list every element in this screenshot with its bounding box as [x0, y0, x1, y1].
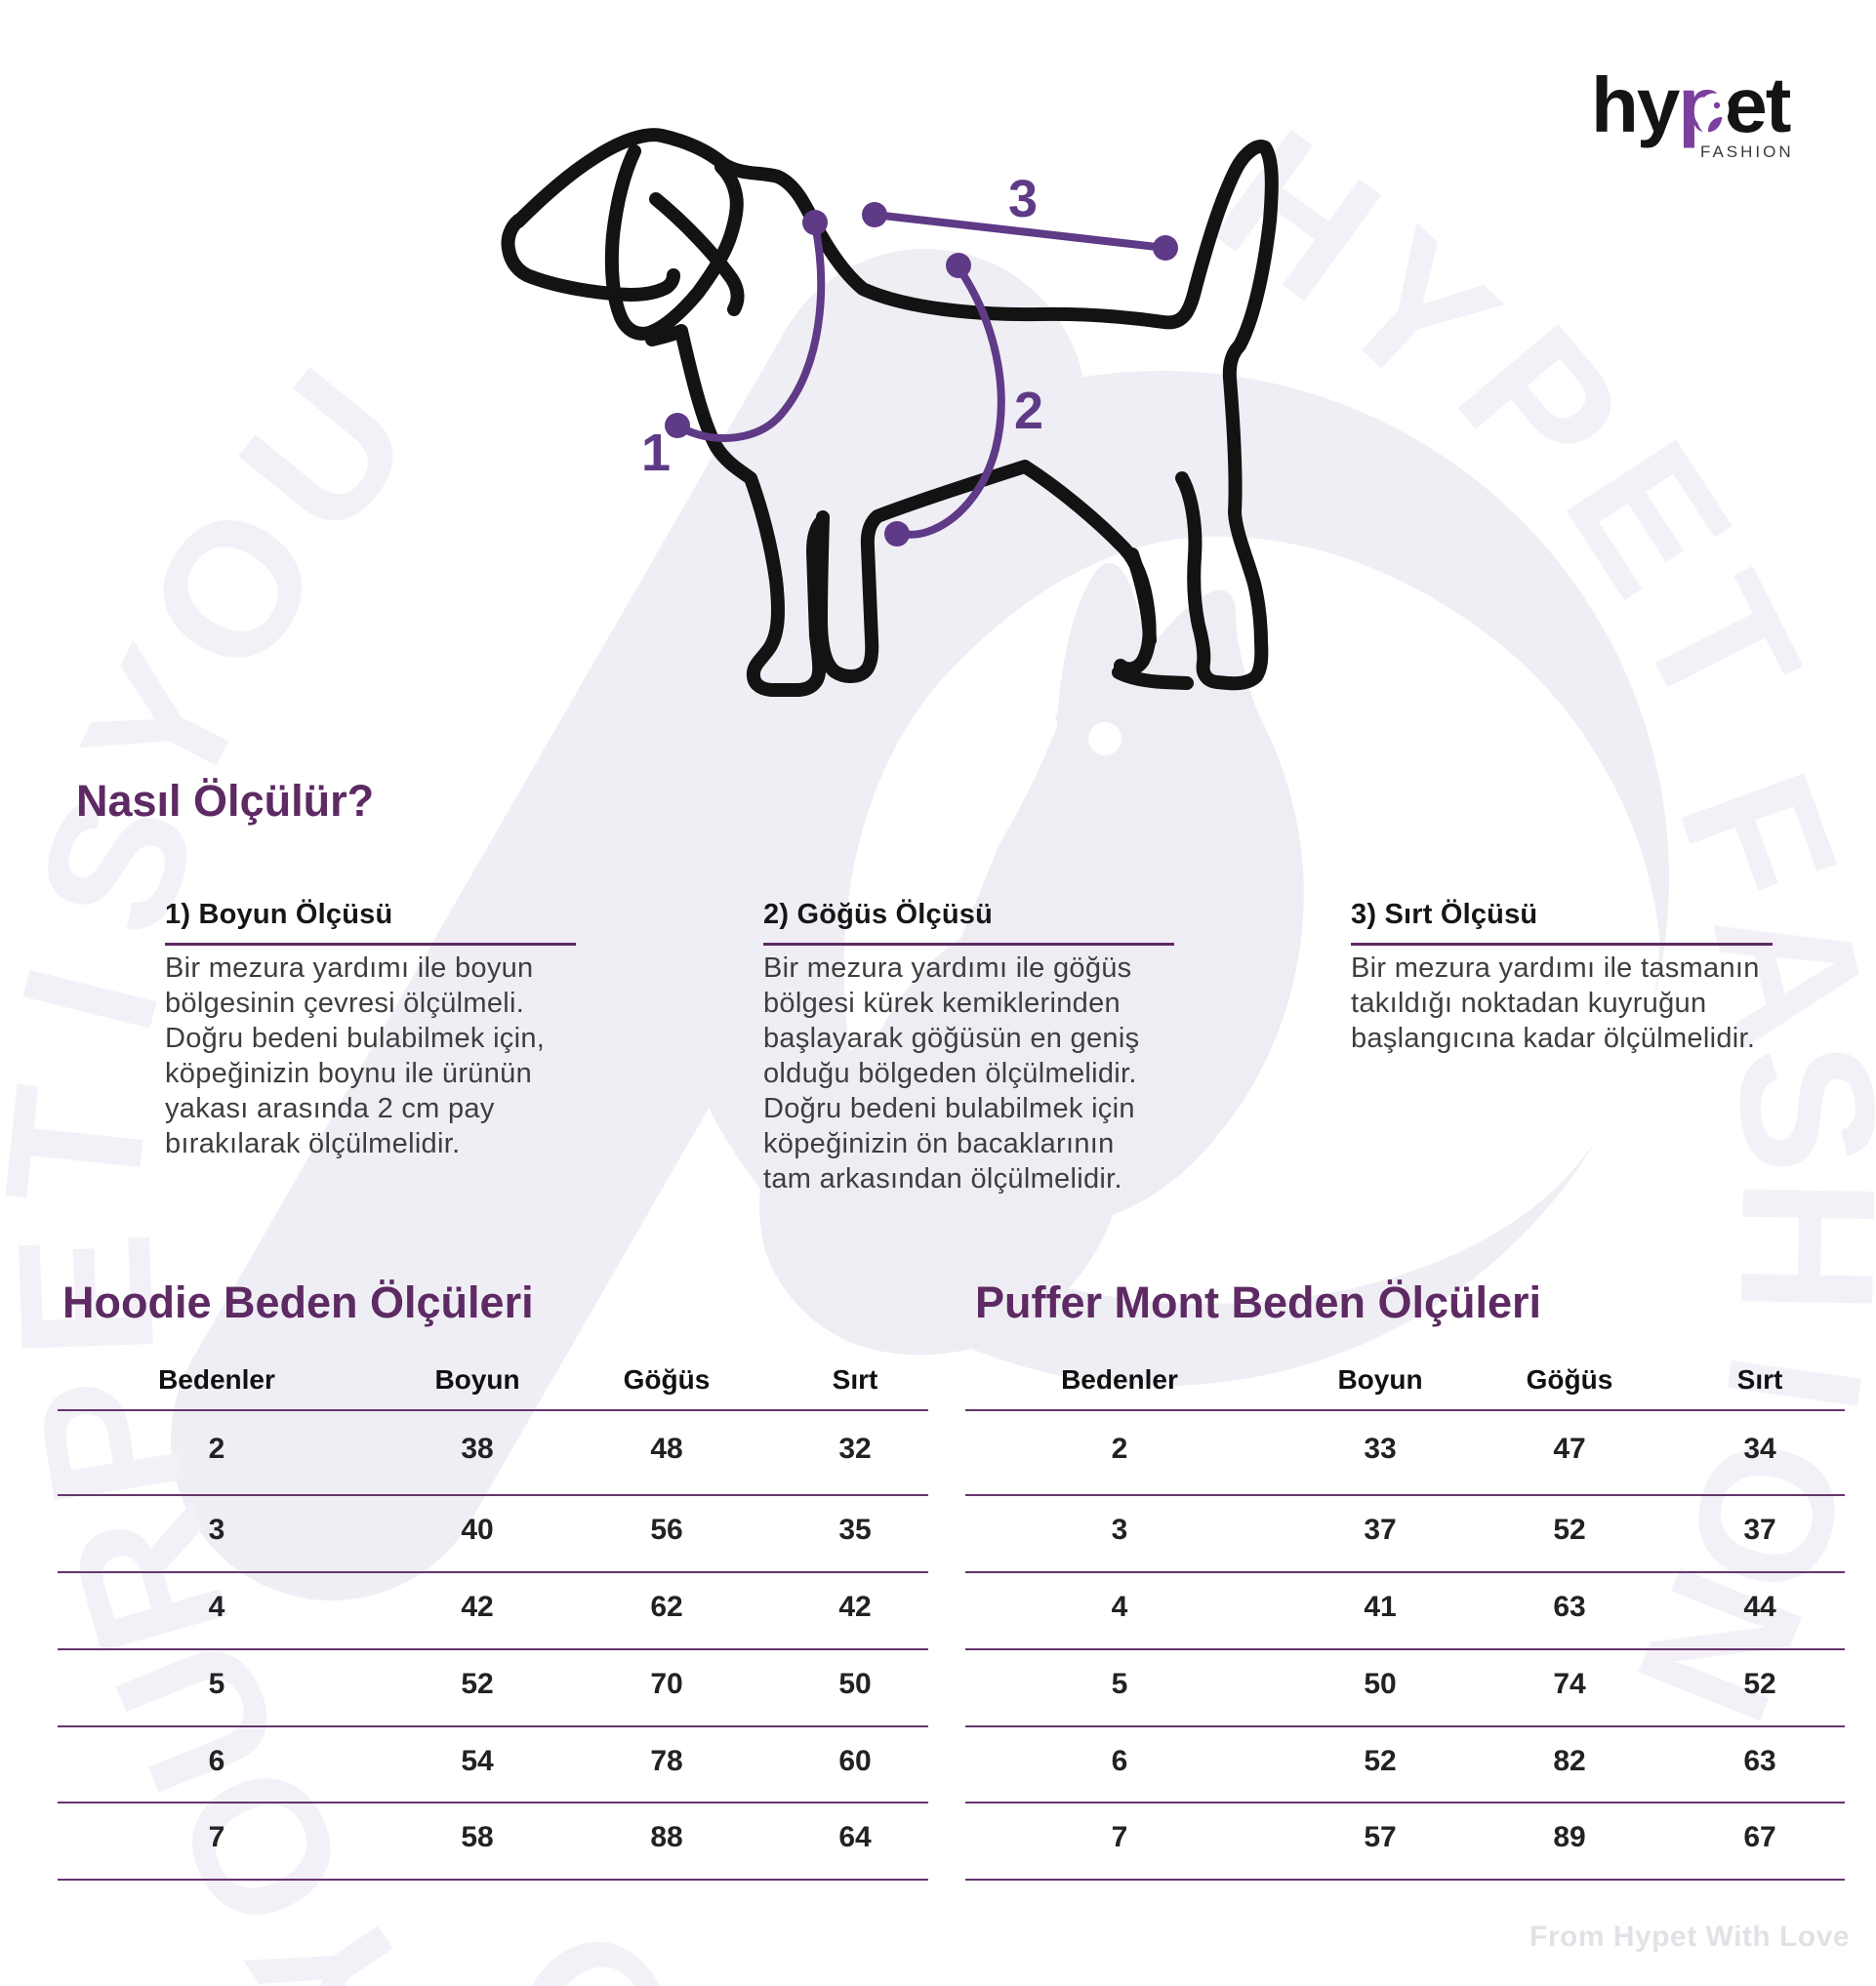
- svg-text:E: E: [0, 1229, 194, 1363]
- svg-text:1: 1: [641, 424, 671, 482]
- svg-text:T: T: [0, 1077, 188, 1215]
- svg-text:S: S: [1694, 1034, 1876, 1182]
- svg-text:3: 3: [1008, 170, 1038, 228]
- svg-text:H: H: [1700, 1176, 1876, 1317]
- svg-text:2: 2: [1014, 382, 1043, 440]
